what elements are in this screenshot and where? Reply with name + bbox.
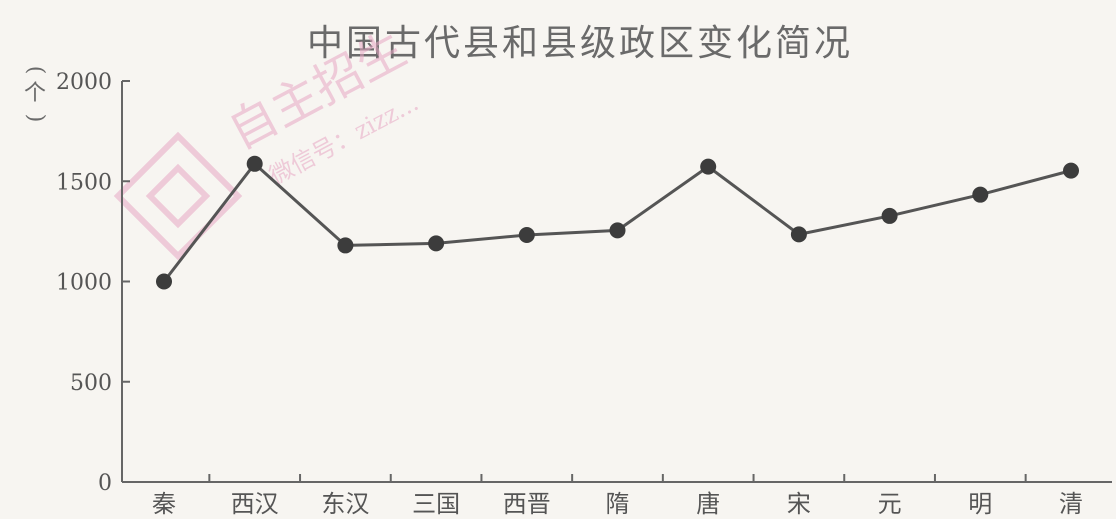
data-point — [428, 235, 445, 252]
x-category-label: 清 — [1059, 490, 1083, 518]
x-category-label: 宋 — [787, 490, 811, 518]
x-category-label: 秦 — [152, 490, 176, 518]
x-category-label: 西晋 — [503, 490, 551, 518]
x-category-label: 元 — [878, 490, 902, 518]
data-point — [609, 222, 626, 239]
data-point — [156, 273, 172, 290]
data-point — [790, 226, 807, 243]
y-tick-label: 2000 — [56, 70, 112, 95]
x-category-label: 东汉 — [321, 490, 369, 518]
y-unit-char: 个 — [23, 81, 46, 106]
data-point — [881, 207, 898, 224]
x-category-label: 唐 — [696, 490, 720, 518]
chart-title: 中国古代县和县级政区变化简况 — [306, 23, 853, 64]
data-point — [337, 237, 354, 254]
data-point — [972, 186, 989, 203]
y-tick-label: 0 — [98, 471, 112, 496]
x-category-label: 明 — [968, 490, 992, 518]
x-category-label: 三国 — [412, 490, 460, 518]
data-point — [1063, 162, 1079, 179]
x-category-label: 隋 — [606, 490, 630, 518]
y-tick-label: 500 — [70, 371, 112, 396]
x-category-label: 西汉 — [231, 490, 279, 518]
data-point — [700, 158, 717, 175]
y-tick-label: 1500 — [56, 170, 112, 195]
data-point — [518, 226, 535, 243]
y-tick-label: 1000 — [56, 271, 112, 296]
data-point — [246, 155, 263, 172]
y-axis-unit-label: (个) — [22, 58, 48, 130]
